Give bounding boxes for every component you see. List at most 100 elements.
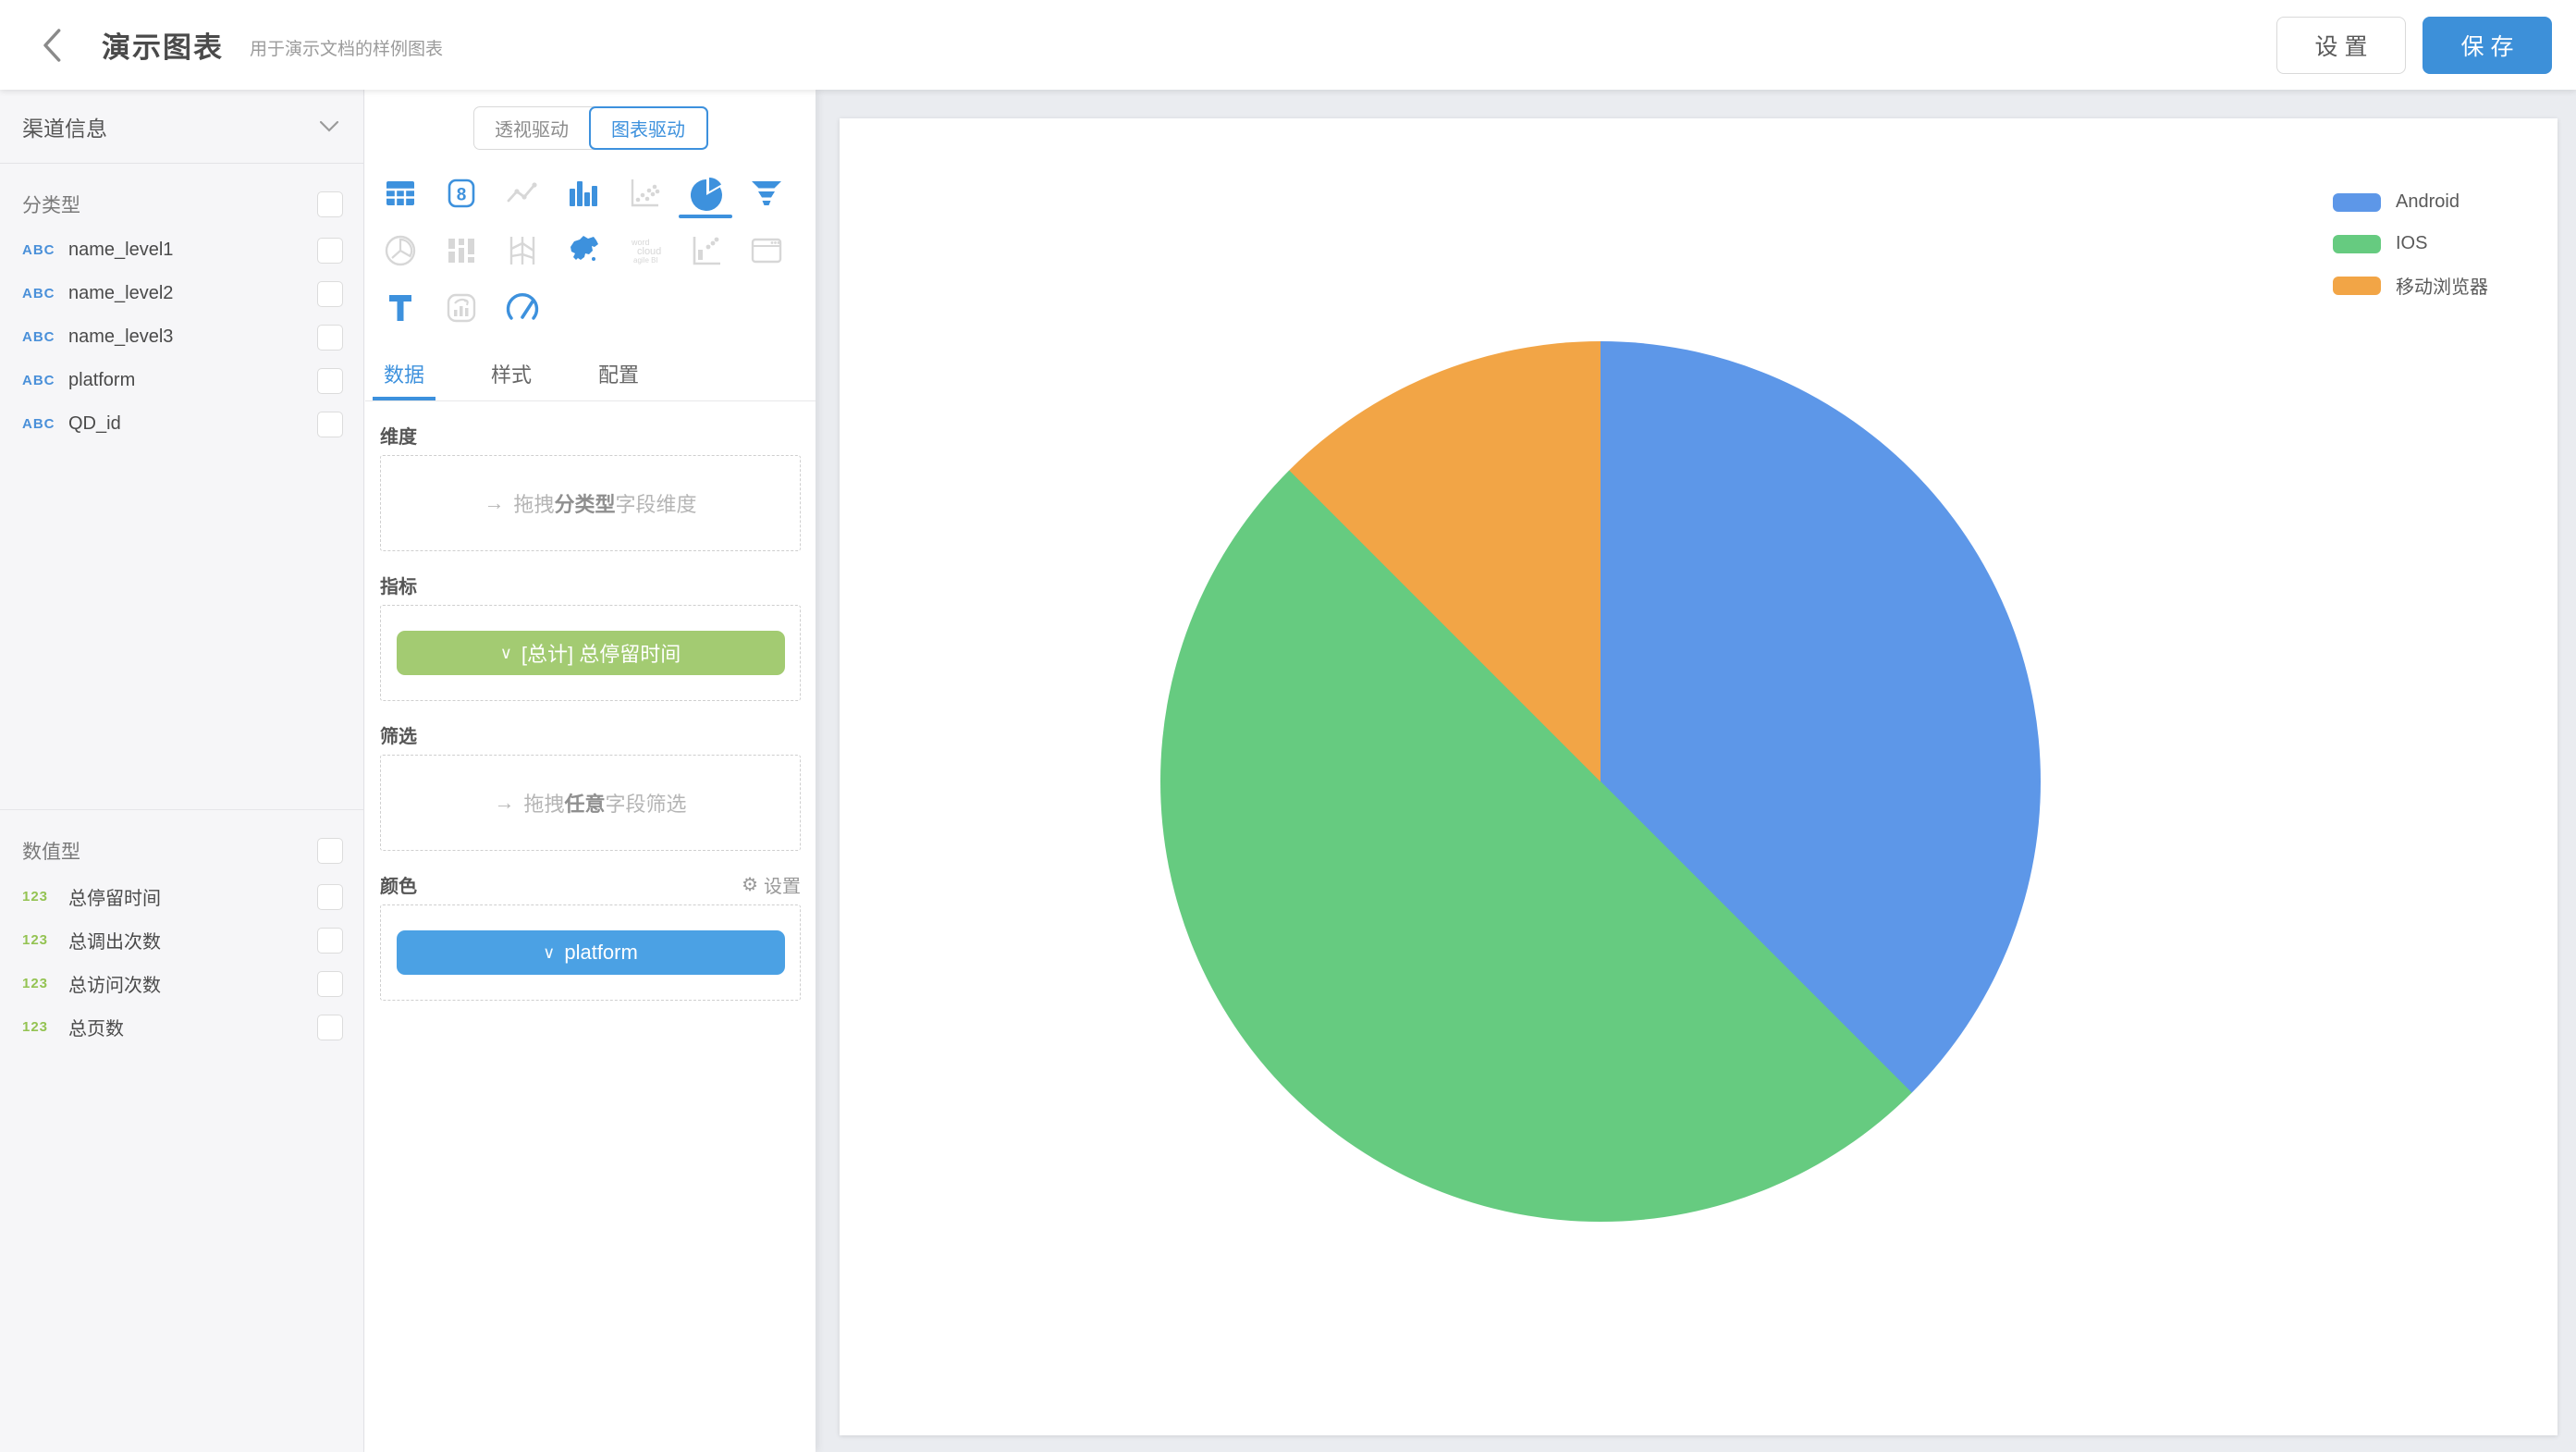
svg-text:8: 8 xyxy=(457,186,467,205)
legend-label: Android xyxy=(2396,191,2459,212)
field-sidebar: 渠道信息 分类型 ABC name_level1 ABC name_level2 ABC… xyxy=(0,90,364,1452)
drag-arrow-icon: → xyxy=(494,791,515,814)
field-name: name_level2 xyxy=(68,283,174,303)
mode-toggle: 透视驱动 图表驱动 xyxy=(472,106,708,150)
table-icon[interactable] xyxy=(370,165,431,222)
field-row[interactable]: ABC name_level2 xyxy=(22,272,343,315)
metric-label: 指标 xyxy=(380,576,417,597)
field-type-badge: ABC xyxy=(22,242,55,258)
tab-config[interactable]: 配置 xyxy=(598,363,640,387)
field-type-badge: ABC xyxy=(22,373,55,388)
dimension-drop-zone[interactable]: → 拖拽分类型字段维度 xyxy=(380,455,801,551)
settings-button[interactable]: 设 置 xyxy=(2276,16,2406,74)
field-row[interactable]: ABC QD_id xyxy=(22,402,343,446)
word-cloud-icon[interactable]: word cloud agile BI xyxy=(614,222,675,279)
legend-item[interactable]: Android xyxy=(2333,181,2488,223)
dimension-drop-hint: → 拖拽分类型字段维度 xyxy=(484,491,697,516)
line-chart-icon[interactable] xyxy=(492,165,553,222)
field-checkbox[interactable] xyxy=(317,927,343,954)
field-checkbox[interactable] xyxy=(317,970,343,997)
field-name: 总停留时间 xyxy=(68,889,161,909)
legend-label: IOS xyxy=(2396,233,2428,253)
parallel-chart-icon[interactable] xyxy=(492,222,553,279)
field-row[interactable]: 123 总访问次数 xyxy=(22,962,343,1005)
field-checkbox[interactable] xyxy=(317,1014,343,1040)
header-actions: 设 置 保 存 xyxy=(2276,16,2552,74)
mode-tab-chart-driven[interactable]: 图表驱动 xyxy=(588,106,708,150)
legend-label: 移动浏览器 xyxy=(2396,277,2488,298)
chart-card: Android IOS 移动浏览器 xyxy=(840,118,2558,1435)
color-drop-zone[interactable]: ∨ platform xyxy=(380,904,801,1001)
field-row[interactable]: 123 总调出次数 xyxy=(22,918,343,962)
polar-chart-icon[interactable] xyxy=(370,222,431,279)
metric-pill-label: [总计] 总停留时间 xyxy=(521,643,681,666)
legend-swatch xyxy=(2333,276,2381,295)
field-type-badge: ABC xyxy=(22,416,55,432)
field-type-badge: 123 xyxy=(22,976,49,991)
scatter-chart-icon[interactable] xyxy=(614,165,675,222)
panel-tabs: 数据 样式 配置 xyxy=(365,359,816,401)
pie-chart-icon[interactable] xyxy=(675,165,736,222)
chart-canvas-area: Android IOS 移动浏览器 xyxy=(816,90,2576,1452)
field-name: name_level3 xyxy=(68,326,174,347)
chevron-down-icon: ∨ xyxy=(543,942,556,962)
field-row[interactable]: ABC platform xyxy=(22,359,343,402)
drag-arrow-icon: → xyxy=(484,491,505,514)
field-row[interactable]: 123 总停留时间 xyxy=(22,875,343,918)
back-icon[interactable] xyxy=(31,24,74,67)
color-pill[interactable]: ∨ platform xyxy=(396,930,785,975)
sankey-chart-icon[interactable] xyxy=(431,222,492,279)
metric-pill[interactable]: ∨ [总计] 总停留时间 xyxy=(396,631,785,675)
field-name: QD_id xyxy=(68,413,121,434)
numeric-select-all-checkbox[interactable] xyxy=(317,838,343,864)
color-settings-button[interactable]: ⚙ 设置 xyxy=(742,874,801,897)
number-card-icon[interactable]: 8 xyxy=(431,165,492,222)
tab-data[interactable]: 数据 xyxy=(372,359,436,400)
legend-item[interactable]: 移动浏览器 xyxy=(2333,265,2488,306)
gauge-chart-icon[interactable] xyxy=(492,279,553,337)
page-subtitle: 用于演示文档的样例图表 xyxy=(250,40,444,59)
field-row[interactable]: 123 总页数 xyxy=(22,1005,343,1049)
pie-chart[interactable] xyxy=(1160,341,2041,1222)
legend-item[interactable]: IOS xyxy=(2333,223,2488,265)
field-type-badge: ABC xyxy=(22,286,55,301)
metric-drop-zone[interactable]: ∨ [总计] 总停留时间 xyxy=(380,605,801,701)
text-widget-icon[interactable] xyxy=(370,279,431,337)
funnel-chart-icon[interactable] xyxy=(736,165,797,222)
dataset-selector[interactable]: 渠道信息 xyxy=(0,90,363,164)
field-row[interactable]: ABC name_level1 xyxy=(22,228,343,272)
tab-style[interactable]: 样式 xyxy=(491,363,533,387)
iframe-widget-icon[interactable] xyxy=(736,222,797,279)
field-checkbox[interactable] xyxy=(317,883,343,910)
field-checkbox[interactable] xyxy=(317,237,343,264)
bar-chart-icon[interactable] xyxy=(553,165,614,222)
page-title: 演示图表 xyxy=(102,31,224,64)
field-checkbox[interactable] xyxy=(317,280,343,307)
field-row[interactable]: ABC name_level3 xyxy=(22,315,343,359)
combo-chart-icon[interactable] xyxy=(675,222,736,279)
gear-icon: ⚙ xyxy=(742,874,758,895)
categorical-select-all-checkbox[interactable] xyxy=(317,191,343,217)
filter-drop-zone[interactable]: → 拖拽任意字段筛选 xyxy=(380,755,801,851)
save-button[interactable]: 保 存 xyxy=(2423,16,2552,74)
mode-tab-pivot-driven[interactable]: 透视驱动 xyxy=(495,120,569,141)
chevron-down-icon: ∨ xyxy=(499,643,512,662)
field-name: 总页数 xyxy=(68,1019,124,1040)
field-type-badge: 123 xyxy=(22,932,49,948)
numeric-section-label: 数值型 xyxy=(22,842,80,863)
dimension-label: 维度 xyxy=(380,426,417,448)
field-checkbox[interactable] xyxy=(317,367,343,394)
field-type-badge: 123 xyxy=(22,889,49,904)
filter-label: 筛选 xyxy=(380,726,417,747)
field-name: name_level1 xyxy=(68,240,174,260)
color-pill-label: platform xyxy=(564,941,638,964)
chart-type-grid: 8 word cloud agile BI xyxy=(365,165,816,337)
field-checkbox[interactable] xyxy=(317,411,343,437)
categorical-section-label: 分类型 xyxy=(22,195,80,216)
chart-legend: Android IOS 移动浏览器 xyxy=(2333,181,2488,306)
map-chart-icon[interactable] xyxy=(553,222,614,279)
field-checkbox[interactable] xyxy=(317,324,343,351)
field-type-badge: 123 xyxy=(22,1019,49,1035)
card-chart-icon[interactable] xyxy=(431,279,492,337)
legend-swatch xyxy=(2333,234,2381,253)
